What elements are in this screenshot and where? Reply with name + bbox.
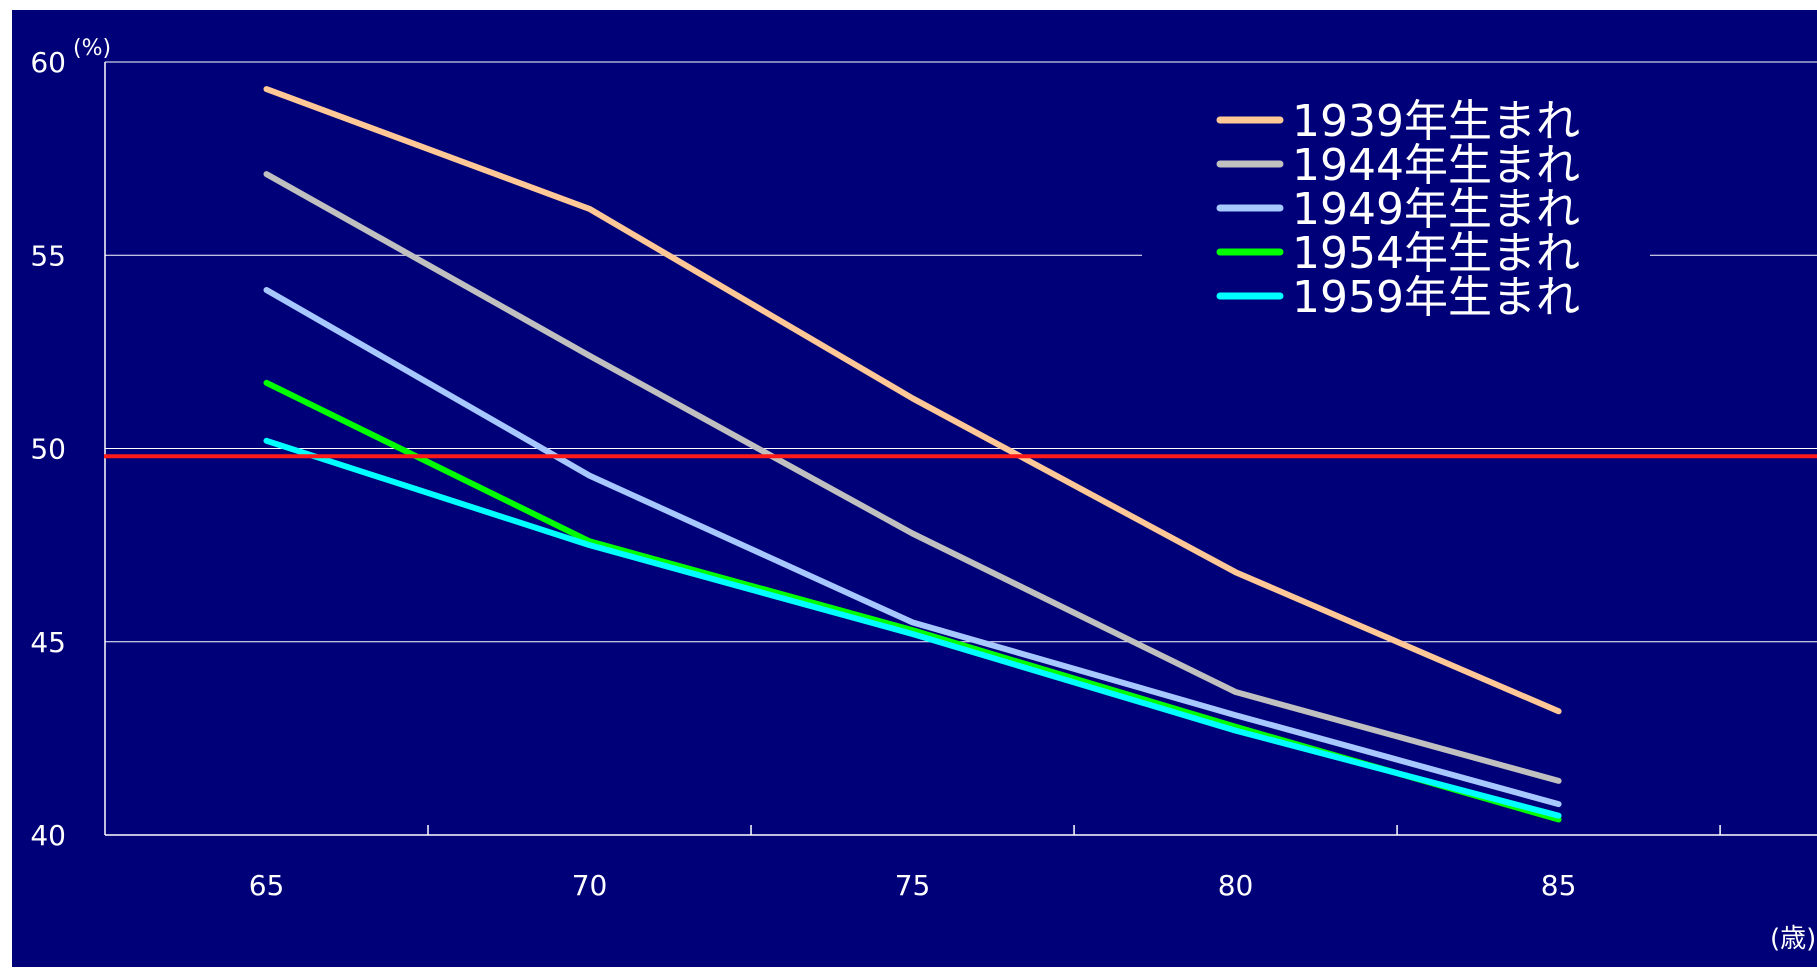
y-axis-unit: (%) [73,36,111,61]
x-tick-label: 65 [249,869,285,902]
x-tick-label: 85 [1541,869,1577,902]
x-tick-label: 80 [1218,869,1254,902]
y-tick-label: 40 [30,819,66,852]
series-line [263,437,1562,819]
series-line [263,171,1562,784]
legend-label: 1944年生まれ [1292,140,1580,191]
y-tick-label: 55 [30,239,66,272]
y-tick-label: 50 [30,433,66,466]
x-axis-unit: (歳) [1770,924,1816,954]
legend-label: 1959年生まれ [1292,272,1580,323]
axis-layer: 40 45 50 55 60 65 70 75 80 85 [30,46,1817,902]
series-layer [263,86,1562,823]
legend-label: 1949年生まれ [1292,184,1580,235]
legend-label: 1954年生まれ [1292,228,1580,279]
y-tick-label: 45 [30,626,66,659]
x-tick-label: 70 [572,869,608,902]
y-tick-label: 60 [30,46,66,79]
series-line [263,86,1562,715]
series-line [263,287,1562,808]
x-tick-label: 75 [895,869,931,902]
legend-label: 1939年生まれ [1292,96,1580,147]
